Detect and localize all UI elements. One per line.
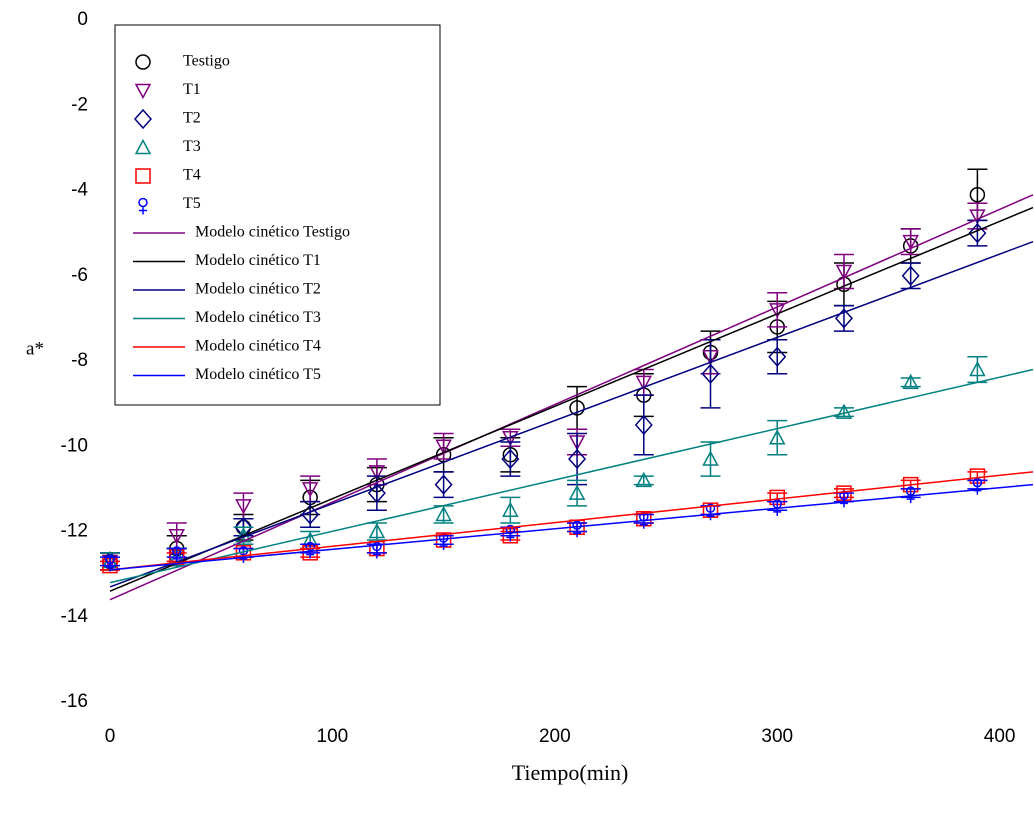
legend-label: Modelo cinético T5 — [195, 366, 321, 383]
legend-label: Modelo cinético T1 — [195, 252, 321, 269]
marker — [902, 373, 919, 390]
marker — [969, 209, 986, 225]
x-axis-label: Tiempo(min) — [512, 760, 629, 785]
marker — [133, 108, 153, 130]
marker — [834, 308, 853, 329]
legend-label: T5 — [183, 195, 201, 212]
y-tick-label: -8 — [71, 350, 88, 371]
x-tick-label: 300 — [761, 726, 793, 747]
marker — [501, 448, 520, 470]
marker — [135, 54, 151, 70]
marker — [138, 197, 148, 215]
marker — [634, 414, 653, 436]
marker — [235, 499, 252, 515]
marker — [705, 503, 716, 521]
marker — [768, 346, 787, 367]
marker — [435, 439, 452, 455]
x-tick-label: 200 — [539, 726, 571, 747]
marker — [368, 522, 386, 539]
error-bar — [967, 355, 988, 384]
marker — [702, 450, 719, 466]
x-tick-label: 100 — [317, 726, 349, 747]
marker — [635, 471, 653, 488]
legend-label: Testigo — [183, 53, 230, 70]
marker — [901, 265, 920, 286]
legend-label: T1 — [183, 81, 201, 98]
error-bar — [900, 228, 921, 256]
error-bar — [700, 441, 721, 477]
error-bar — [500, 441, 521, 477]
y-tick-label: -12 — [61, 521, 88, 542]
marker — [572, 520, 582, 538]
legend-label: T4 — [183, 167, 201, 184]
marker — [772, 499, 782, 516]
error-bar — [366, 475, 387, 511]
y-tick-label: -10 — [61, 435, 88, 456]
marker — [134, 138, 152, 155]
model-line — [109, 206, 1034, 592]
marker — [301, 504, 320, 525]
marker — [701, 363, 720, 384]
model-line — [109, 368, 1034, 584]
marker — [768, 429, 786, 445]
marker — [435, 505, 452, 522]
marker — [568, 484, 586, 500]
marker — [969, 360, 986, 377]
y-tick-label: -14 — [61, 606, 89, 627]
error-bar — [633, 475, 654, 486]
marker — [367, 483, 386, 504]
error-bar — [900, 377, 921, 388]
y-tick-label: -16 — [61, 691, 88, 712]
y-axis-label: a* — [26, 338, 44, 359]
y-tick-label: -2 — [71, 94, 88, 115]
error-bar — [633, 394, 654, 456]
marker — [168, 529, 185, 545]
marker — [368, 465, 386, 481]
marker — [434, 474, 453, 495]
marker — [135, 168, 151, 184]
legend-box — [114, 24, 441, 406]
y-tick-label: 0 — [77, 9, 88, 30]
marker — [902, 234, 919, 251]
marker — [768, 303, 786, 319]
model-line — [109, 240, 1034, 588]
marker — [569, 400, 585, 416]
marker — [969, 187, 986, 203]
legend-label: Modelo cinético T4 — [195, 338, 321, 355]
legend: Testigo T1 T2 T3 T4 T5 Modelo cinético Testigo… — [114, 24, 441, 406]
model-line — [109, 194, 1034, 601]
model-line — [109, 483, 1034, 571]
legend-label: T3 — [183, 138, 201, 155]
y-tick-label: -4 — [71, 180, 88, 201]
marker — [968, 222, 987, 244]
marker — [835, 264, 853, 281]
x-tick-label: 0 — [105, 726, 116, 747]
y-tick-label: -6 — [71, 265, 88, 286]
error-bar — [767, 292, 788, 328]
x-tick-label: 400 — [984, 726, 1016, 747]
legend-label: Modelo cinético T3 — [195, 309, 321, 326]
marker — [134, 83, 152, 100]
marker — [372, 541, 382, 559]
model-line — [109, 471, 1034, 571]
marker — [105, 554, 115, 572]
marker — [635, 375, 653, 391]
marker — [301, 482, 319, 498]
marker — [502, 501, 519, 517]
error-bar — [500, 496, 521, 524]
error-bar — [767, 419, 788, 456]
legend-label: Modelo cinético T2 — [195, 281, 321, 298]
marker — [568, 448, 587, 470]
legend-label: Modelo cinético Testigo — [195, 224, 350, 241]
legend-label: T2 — [183, 110, 201, 127]
